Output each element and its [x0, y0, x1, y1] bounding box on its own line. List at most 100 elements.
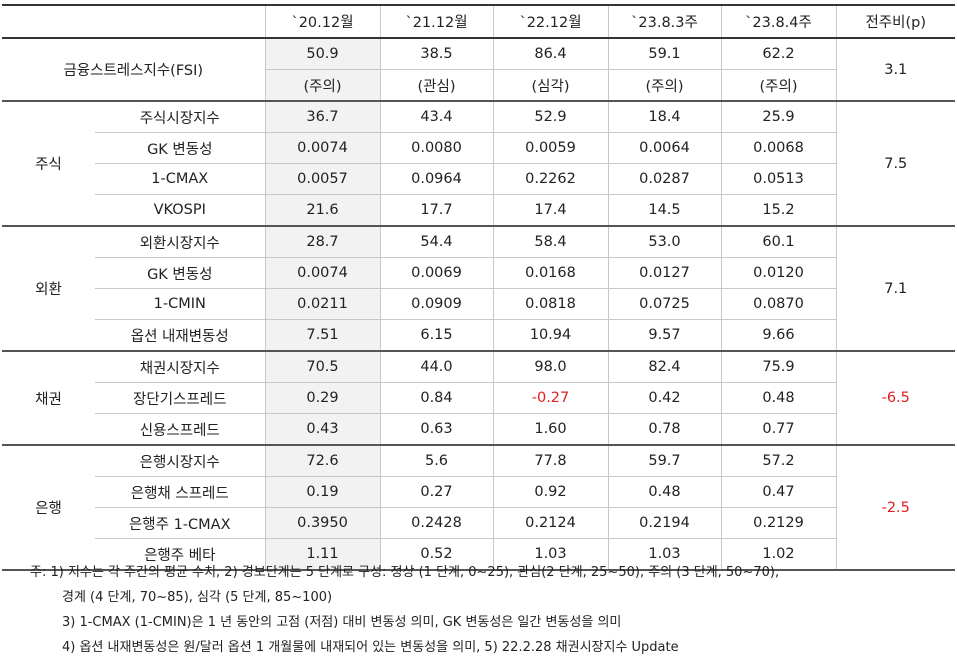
cell-value: 0.0074: [264, 257, 380, 289]
cell-value: 70.5: [264, 350, 380, 383]
cell-value: 18.4: [607, 100, 721, 133]
stress-table: `20.12월 `21.12월 `22.12월 `23.8.3주 `23.8.4주 전주비…: [2, 4, 955, 571]
cell-value: 9.57: [607, 319, 721, 352]
cell-value: 14.5: [607, 194, 721, 227]
group-label: 외환: [2, 225, 95, 352]
cell-value: 0.0064: [607, 132, 721, 164]
fsi-grade: (주의): [264, 69, 380, 102]
fsi-grade: (주의): [720, 69, 836, 102]
cell-value: 25.9: [720, 100, 836, 133]
cell-value: 52.9: [492, 100, 608, 133]
data-row: 은행채 스프레드 0.19 0.27 0.92 0.48 0.47: [2, 476, 955, 508]
cell-value: 0.2262: [492, 163, 608, 195]
note-line: 주: 1) 지수는 각 주간의 평균 수치, 2) 경보단계는 5 단계로 구성…: [30, 565, 780, 580]
cell-value: 0.0870: [720, 288, 836, 320]
cell-value: 59.7: [607, 444, 721, 477]
column-header: 전주비(p): [835, 4, 955, 39]
cell-value: 0.0059: [492, 132, 608, 164]
fsi-grade: (관심): [379, 69, 493, 102]
group-change: 7.5: [835, 100, 955, 227]
fsi-value: 38.5: [379, 37, 493, 70]
cell-value: 0.2129: [720, 507, 836, 539]
fsi-value: 50.9: [264, 37, 380, 70]
row-label: 은행주 베타: [95, 538, 265, 571]
column-header: `21.12월: [379, 4, 493, 39]
cell-value: 0.48: [720, 382, 836, 414]
cell-value: 0.0069: [379, 257, 493, 289]
row-label: 주식시장지수: [95, 100, 265, 133]
table-body: 금융스트레스지수(FSI) 50.9 38.5 86.4 59.1 62.2 3.1 (주의)…: [2, 37, 955, 571]
row-label: GK 변동성: [95, 132, 265, 164]
cell-value: 75.9: [720, 350, 836, 383]
group-change: 7.1: [835, 225, 955, 352]
data-row: GK 변동성 0.0074 0.0080 0.0059 0.0064 0.0068: [2, 132, 955, 164]
group-label: 은행: [2, 444, 95, 571]
cell-value: 1.60: [492, 413, 608, 446]
data-row: 외환 외환시장지수 28.7 54.4 58.4 53.0 60.1 7.1: [2, 225, 955, 352]
cell-value: 0.0057: [264, 163, 380, 195]
note-line: 경계 (4 단계, 70~85), 심각 (5 단계, 85~100): [62, 590, 333, 605]
cell-value: 44.0: [379, 350, 493, 383]
row-label: 채권시장지수: [95, 350, 265, 383]
cell-value: 0.2194: [607, 507, 721, 539]
cell-value: 0.0513: [720, 163, 836, 195]
cell-value: 0.2428: [379, 507, 493, 539]
group-change: -2.5: [835, 444, 955, 571]
cell-value: 0.0818: [492, 288, 608, 320]
row-label: 1-CMIN: [95, 288, 265, 320]
data-row: 1-CMIN 0.0211 0.0909 0.0818 0.0725 0.0870: [2, 288, 955, 320]
cell-value: 72.6: [264, 444, 380, 477]
cell-value: 10.94: [492, 319, 608, 352]
data-row: 주식 주식시장지수 36.7 43.4 52.9 18.4 25.9 7.5: [2, 100, 955, 227]
cell-value: 0.3950: [264, 507, 380, 539]
column-header: `23.8.4주: [720, 4, 836, 39]
cell-value: -0.27: [492, 382, 608, 414]
cell-value: 0.42: [607, 382, 721, 414]
cell-value: 0.0120: [720, 257, 836, 289]
fsi-change: 3.1: [835, 37, 955, 102]
cell-value: 0.29: [264, 382, 380, 414]
group-label: 채권: [2, 350, 95, 446]
cell-value: 0.77: [720, 413, 836, 446]
cell-value: 15.2: [720, 194, 836, 227]
cell-value: 60.1: [720, 225, 836, 258]
cell-value: 57.2: [720, 444, 836, 477]
cell-value: 28.7: [264, 225, 380, 258]
cell-value: 98.0: [492, 350, 608, 383]
row-label: 은행주 1-CMAX: [95, 507, 265, 539]
row-label: 옵션 내재변동성: [95, 319, 265, 352]
cell-value: 7.51: [264, 319, 380, 352]
cell-value: 0.63: [379, 413, 493, 446]
cell-value: 0.43: [264, 413, 380, 446]
cell-value: 0.0909: [379, 288, 493, 320]
cell-value: 58.4: [492, 225, 608, 258]
fsi-row: 금융스트레스지수(FSI) 50.9 38.5 86.4 59.1 62.2 3.1: [2, 37, 955, 102]
group-label: 주식: [2, 100, 95, 227]
row-label: 외환시장지수: [95, 225, 265, 258]
data-row: GK 변동성 0.0074 0.0069 0.0168 0.0127 0.0120: [2, 257, 955, 289]
column-header: `20.12월: [264, 4, 380, 39]
fsi-value: 86.4: [492, 37, 608, 70]
row-label: 은행시장지수: [95, 444, 265, 477]
notes: 주: 1) 지수는 각 주간의 평균 수치, 2) 경보단계는 5 단계로 구성…: [30, 560, 779, 660]
fsi-value: 59.1: [607, 37, 721, 70]
cell-value: 0.2124: [492, 507, 608, 539]
group-change: -6.5: [835, 350, 955, 446]
cell-value: 1.03: [492, 538, 608, 571]
cell-value: 82.4: [607, 350, 721, 383]
cell-value: 0.0080: [379, 132, 493, 164]
row-label: GK 변동성: [95, 257, 265, 289]
fsi-grade-row: (주의) (관심) (심각) (주의) (주의): [2, 69, 955, 102]
row-label: 신용스프레드: [95, 413, 265, 446]
row-label: VKOSPI: [95, 194, 265, 227]
cell-value: 0.0964: [379, 163, 493, 195]
cell-value: 0.52: [379, 538, 493, 571]
cell-value: 0.0211: [264, 288, 380, 320]
fsi-grade: (주의): [607, 69, 721, 102]
note-line: 4) 옵션 내재변동성은 원/달러 옵션 1 개월물에 내재되어 있는 변동성을…: [62, 640, 679, 655]
cell-value: 1.11: [264, 538, 380, 571]
cell-value: 1.02: [720, 538, 836, 571]
cell-value: 17.4: [492, 194, 608, 227]
cell-value: 54.4: [379, 225, 493, 258]
